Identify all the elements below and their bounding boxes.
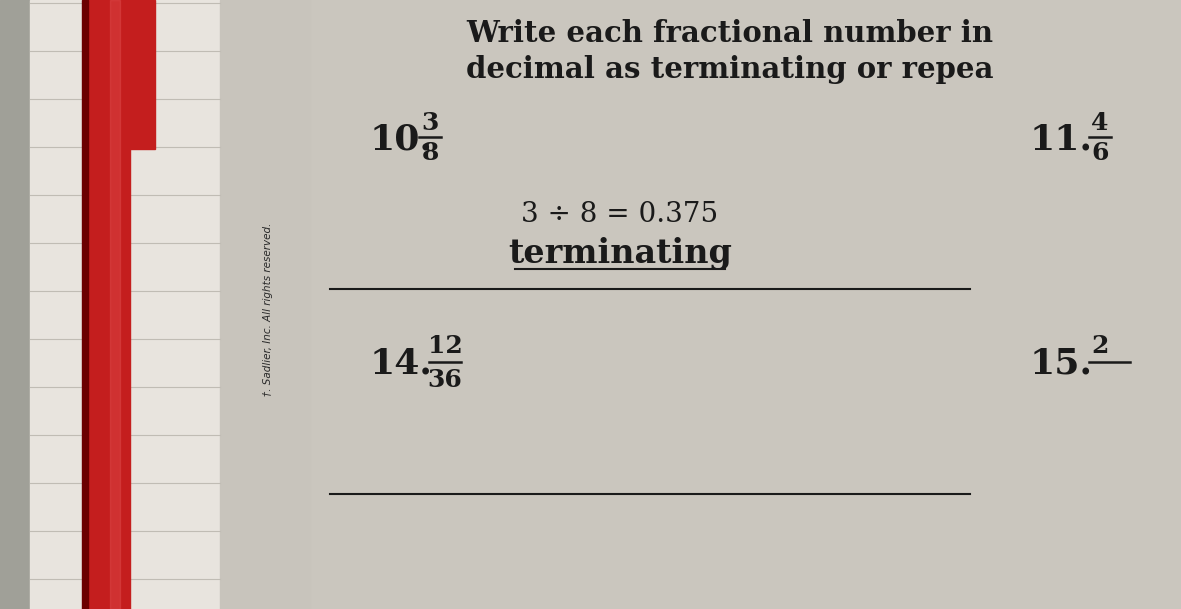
Text: 3 ÷ 8 = 0.375: 3 ÷ 8 = 0.375 [522, 200, 718, 228]
Text: 14.: 14. [370, 347, 433, 381]
Polygon shape [0, 0, 220, 609]
Polygon shape [81, 0, 89, 609]
Text: 36: 36 [428, 368, 463, 392]
Text: 12: 12 [428, 334, 463, 358]
Text: 8: 8 [422, 141, 438, 165]
Text: †. Sadlier, Inc. All rights reserved.: †. Sadlier, Inc. All rights reserved. [263, 222, 273, 396]
Text: 10.: 10. [370, 122, 433, 156]
Text: 4: 4 [1091, 111, 1109, 135]
Text: decimal as terminating or repea: decimal as terminating or repea [466, 54, 993, 83]
Polygon shape [220, 0, 1181, 609]
Polygon shape [110, 0, 120, 609]
Text: 3: 3 [422, 111, 438, 135]
Polygon shape [220, 0, 309, 609]
Text: 2: 2 [1091, 334, 1109, 358]
Text: 15.: 15. [1030, 347, 1092, 381]
Polygon shape [30, 0, 220, 609]
Polygon shape [85, 0, 130, 609]
Text: Write each fractional number in: Write each fractional number in [466, 19, 993, 49]
Text: 6: 6 [1091, 141, 1109, 165]
Polygon shape [85, 0, 155, 149]
Text: terminating: terminating [508, 238, 732, 270]
Text: 11.: 11. [1030, 122, 1092, 156]
